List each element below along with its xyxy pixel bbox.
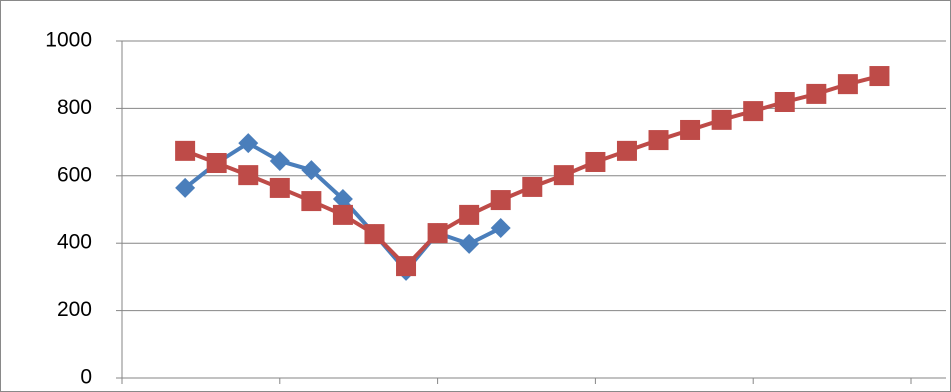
y-tick-label: 400	[57, 231, 92, 254]
point-marker	[490, 190, 511, 211]
point-marker	[711, 109, 732, 130]
point-marker	[837, 74, 858, 95]
point-marker	[175, 177, 196, 198]
point-marker	[301, 160, 322, 181]
y-tick-label: 1000	[45, 29, 92, 52]
point-marker	[648, 130, 669, 151]
point-marker	[869, 66, 890, 87]
point-marker	[269, 177, 290, 198]
point-marker	[238, 133, 259, 154]
point-marker	[427, 223, 448, 244]
point-marker	[396, 256, 417, 277]
point-marker	[175, 140, 196, 161]
point-marker	[332, 189, 353, 210]
y-tick-label: 600	[57, 163, 92, 186]
point-marker	[616, 140, 637, 161]
point-marker	[806, 83, 827, 104]
point-marker	[490, 218, 511, 239]
point-marker	[332, 204, 353, 225]
point-marker	[743, 101, 764, 122]
point-marker	[301, 191, 322, 212]
y-tick-label: 200	[57, 298, 92, 321]
point-marker	[269, 150, 290, 171]
point-marker	[585, 151, 606, 172]
point-marker	[553, 165, 574, 186]
point-marker	[459, 233, 480, 254]
point-marker	[522, 176, 543, 197]
point-marker	[680, 119, 701, 140]
y-tick-label: 800	[57, 96, 92, 119]
y-tick-label: 0	[80, 366, 92, 389]
point-marker	[206, 152, 227, 173]
point-marker	[459, 204, 480, 225]
point-marker	[774, 91, 795, 112]
point-marker	[238, 165, 259, 186]
point-marker	[364, 224, 385, 245]
